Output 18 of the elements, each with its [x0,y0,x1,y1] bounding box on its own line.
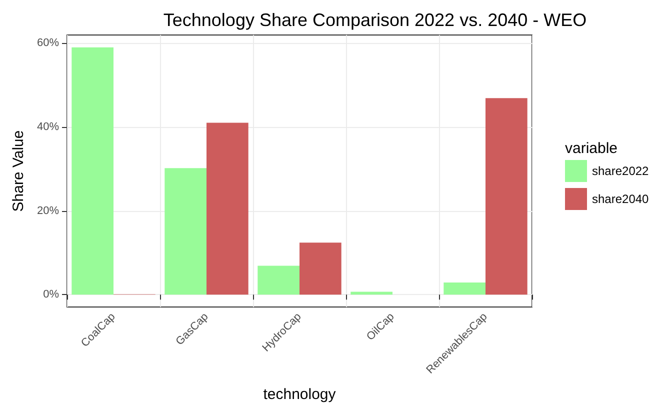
bar [258,266,300,295]
y-tick-label: 0% [43,288,60,301]
chart-title: Technology Share Comparison 2022 vs. 2040 - WEO [163,10,587,30]
y-tick-label: 20% [36,204,60,217]
y-axis-title: Share Value [10,130,28,212]
x-axis-title: technology [263,386,336,403]
bar [350,292,392,295]
bar [300,242,342,295]
bar [206,122,248,295]
bar [164,168,206,295]
y-tick-label: 60% [36,37,60,50]
y-tick-label: 40% [36,120,60,133]
bar [486,98,528,295]
legend-label: share2022 [592,164,650,178]
legend-title: variable [565,140,618,157]
bar [444,282,486,295]
bar [72,47,114,295]
legend-label: share2040 [592,192,650,206]
